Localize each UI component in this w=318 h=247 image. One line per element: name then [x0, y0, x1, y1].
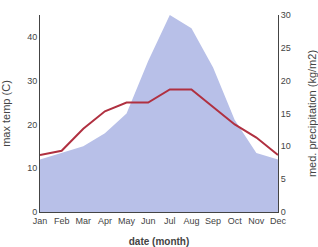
svg-text:Jun: Jun: [141, 216, 156, 226]
svg-text:max temp (C): max temp (C): [0, 80, 12, 147]
svg-text:5: 5: [281, 174, 286, 184]
svg-text:0: 0: [32, 207, 37, 217]
svg-text:Aug: Aug: [183, 216, 199, 226]
svg-text:med. precipitation (kg/m2): med. precipitation (kg/m2): [306, 50, 318, 177]
svg-text:10: 10: [27, 163, 37, 173]
svg-text:25: 25: [281, 43, 291, 53]
svg-text:0: 0: [281, 207, 286, 217]
svg-text:20: 20: [27, 120, 37, 130]
svg-text:Dec: Dec: [270, 216, 287, 226]
svg-text:Apr: Apr: [98, 216, 112, 226]
svg-text:Nov: Nov: [248, 216, 265, 226]
svg-text:15: 15: [281, 109, 291, 119]
svg-text:30: 30: [27, 76, 37, 86]
svg-text:10: 10: [281, 141, 291, 151]
svg-text:40: 40: [27, 32, 37, 42]
svg-text:Jul: Jul: [164, 216, 176, 226]
svg-text:Oct: Oct: [228, 216, 243, 226]
svg-text:Jan: Jan: [33, 216, 48, 226]
svg-text:May: May: [118, 216, 136, 226]
svg-text:Mar: Mar: [76, 216, 92, 226]
svg-text:Sep: Sep: [205, 216, 221, 226]
svg-text:20: 20: [281, 76, 291, 86]
svg-text:30: 30: [281, 10, 291, 20]
svg-text:date (month): date (month): [129, 236, 190, 247]
svg-text:Feb: Feb: [54, 216, 70, 226]
